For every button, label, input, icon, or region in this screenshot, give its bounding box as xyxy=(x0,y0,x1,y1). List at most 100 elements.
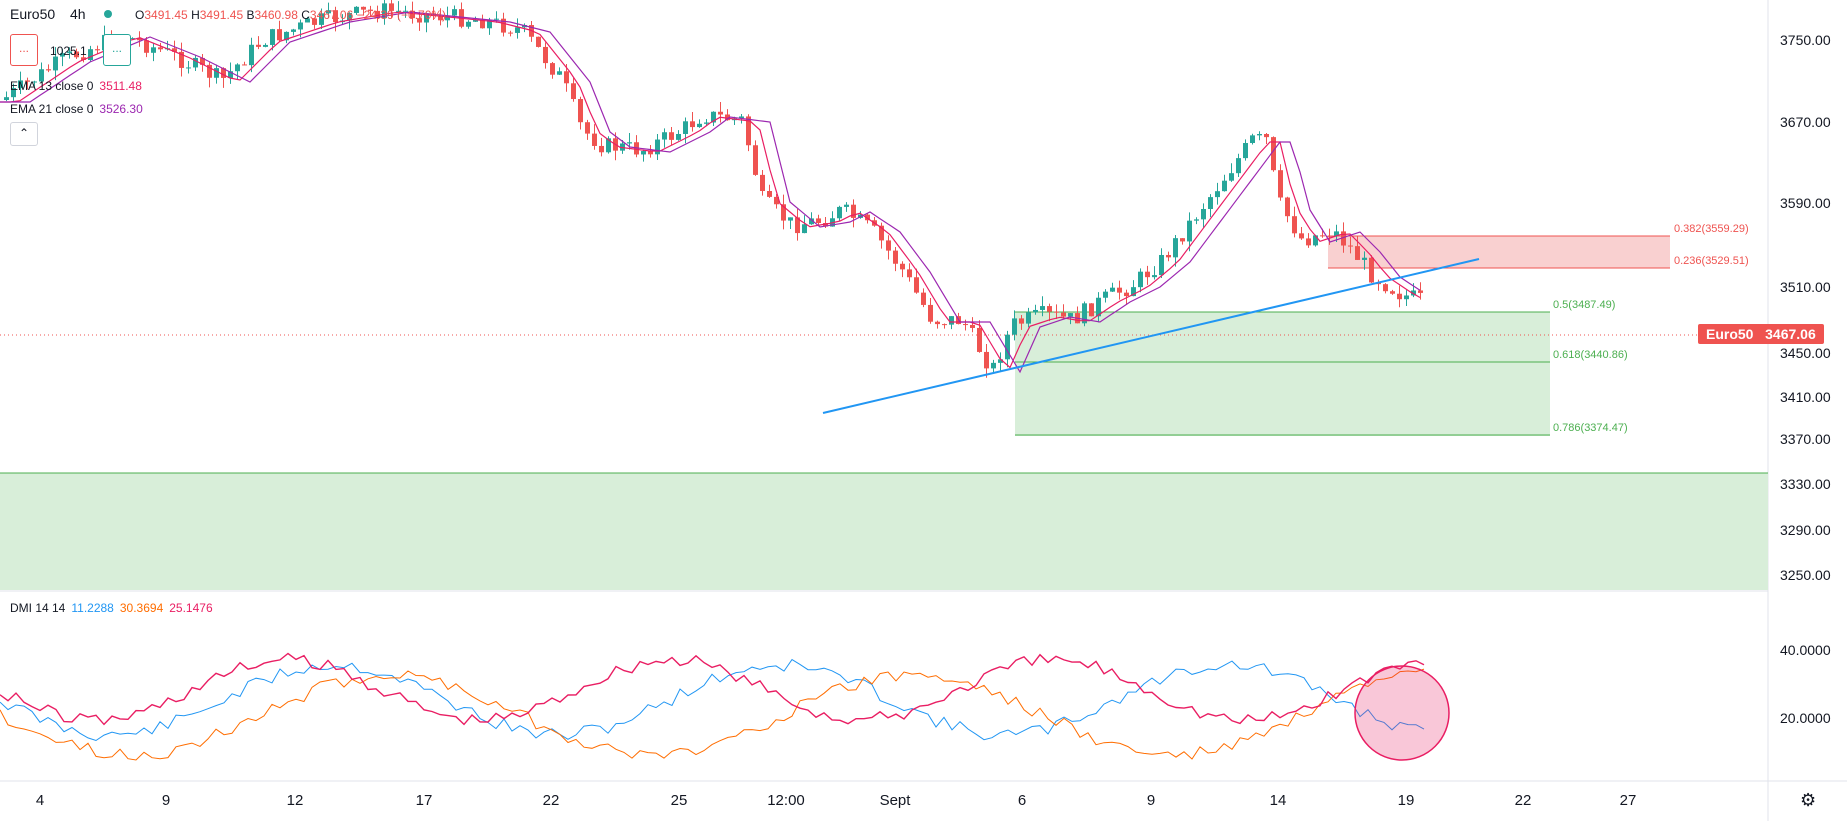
candle-body xyxy=(1082,303,1087,324)
current-price: 3467.06 xyxy=(1765,326,1816,342)
time-tick: 12:00 xyxy=(767,792,805,809)
candle-body xyxy=(410,10,415,19)
candle-body xyxy=(914,277,919,293)
candle-body xyxy=(1005,334,1010,360)
candle-body xyxy=(1397,293,1402,300)
current-price-tag: Euro50 3467.06 xyxy=(1698,324,1824,344)
dmi-tick: 20.0000 xyxy=(1780,710,1831,726)
candle-body xyxy=(67,51,72,54)
candle-body xyxy=(1124,292,1129,297)
candle-body xyxy=(1341,231,1346,246)
candle-body xyxy=(564,71,569,84)
candle-body xyxy=(53,56,58,71)
candle-body xyxy=(1180,238,1185,242)
fib-red-zone xyxy=(1328,236,1670,268)
candle-body xyxy=(480,19,485,29)
candle-body xyxy=(179,51,184,68)
candle-body xyxy=(1054,311,1059,313)
candle-body xyxy=(1243,143,1248,159)
price-tick: 3410.00 xyxy=(1780,389,1831,405)
fib-green-zone xyxy=(1015,312,1550,436)
candle-body xyxy=(1404,295,1409,300)
candle-body xyxy=(753,145,758,175)
plus-di-value: 11.2288 xyxy=(71,601,114,615)
time-tick: 9 xyxy=(1147,792,1155,809)
price-tick: 3450.00 xyxy=(1780,345,1831,361)
symbol-name[interactable]: Euro50 xyxy=(10,6,56,22)
plus-di-line xyxy=(0,658,1425,742)
ema13-line xyxy=(0,11,1421,369)
time-tick: 14 xyxy=(1270,792,1287,809)
timeframe[interactable]: 4h xyxy=(70,6,86,22)
candle-body xyxy=(291,29,296,32)
collapse-legend-button[interactable]: ⌃ xyxy=(10,122,38,146)
candle-body xyxy=(417,18,422,23)
time-tick: 27 xyxy=(1620,792,1637,809)
candle-body xyxy=(228,71,233,78)
candle-body xyxy=(137,38,142,41)
candle-body xyxy=(900,263,905,270)
candle-body xyxy=(151,47,156,53)
candle-body xyxy=(438,16,443,21)
candle-body xyxy=(1194,219,1199,221)
candle-body xyxy=(144,40,149,53)
bid-value: 3460.98 xyxy=(254,8,298,22)
candle-body xyxy=(641,151,646,155)
candle-body xyxy=(1159,254,1164,276)
candle-body xyxy=(795,217,800,234)
candle-body xyxy=(347,12,352,21)
candle-body xyxy=(550,63,555,75)
candle-body xyxy=(1145,271,1150,278)
candle-body xyxy=(466,21,471,27)
candle-body xyxy=(746,116,751,146)
candle-body xyxy=(1061,312,1066,317)
time-tick: 22 xyxy=(543,792,560,809)
candle-body xyxy=(1201,209,1206,220)
candle-body xyxy=(585,122,590,134)
candle-body xyxy=(263,44,268,47)
sell-button[interactable]: ... xyxy=(10,34,38,66)
candle-body xyxy=(1327,235,1332,237)
candle-body xyxy=(1089,303,1094,317)
time-tick: 19 xyxy=(1398,792,1415,809)
candle-body xyxy=(592,133,597,146)
spread-value: 1025.1 xyxy=(50,44,87,58)
high-value: 3491.45 xyxy=(199,8,244,22)
ema13-legend[interactable]: EMA 13 close 0 3511.48 xyxy=(10,79,142,93)
candle-body xyxy=(879,225,884,241)
dmi-legend[interactable]: DMI 14 14 11.2288 30.3694 25.1476 xyxy=(10,601,213,615)
gear-icon[interactable]: ⚙ xyxy=(1800,790,1817,810)
candle-body xyxy=(536,36,541,47)
candle-body xyxy=(403,10,408,12)
candle-body xyxy=(1383,284,1388,292)
candle-body xyxy=(487,19,492,29)
candle-body xyxy=(186,67,191,69)
dmi-label: DMI 14 14 xyxy=(10,601,66,615)
candle-body xyxy=(270,29,275,45)
candle-body xyxy=(802,224,807,234)
candle-body xyxy=(375,10,380,19)
candle-body xyxy=(809,218,814,225)
candle-body xyxy=(935,321,940,325)
candle-body xyxy=(74,51,79,58)
highlight-circle xyxy=(1354,665,1450,761)
trendline[interactable] xyxy=(822,258,1480,414)
candle-body xyxy=(1068,313,1073,317)
candle-body xyxy=(284,31,289,41)
buy-button[interactable]: ... xyxy=(103,34,131,66)
candle-body xyxy=(389,3,394,11)
candle-body xyxy=(1040,306,1045,310)
candle-body xyxy=(557,71,562,75)
price-tick: 3290.00 xyxy=(1780,522,1831,538)
candle-body xyxy=(655,139,660,155)
candle-body xyxy=(193,57,198,68)
adx-value: 25.1476 xyxy=(169,601,213,615)
candle-body xyxy=(788,217,793,221)
candle-body xyxy=(1257,134,1262,136)
candle-body xyxy=(494,18,499,20)
ema21-legend[interactable]: EMA 21 close 0 3526.30 xyxy=(10,102,143,116)
fib-label-05: 0.5(3487.49) xyxy=(1553,299,1615,311)
candle-body xyxy=(1047,306,1052,312)
ohlc-values: O3491.45 H3491.45 B3460.98 C3467.06 −24.… xyxy=(135,8,447,22)
